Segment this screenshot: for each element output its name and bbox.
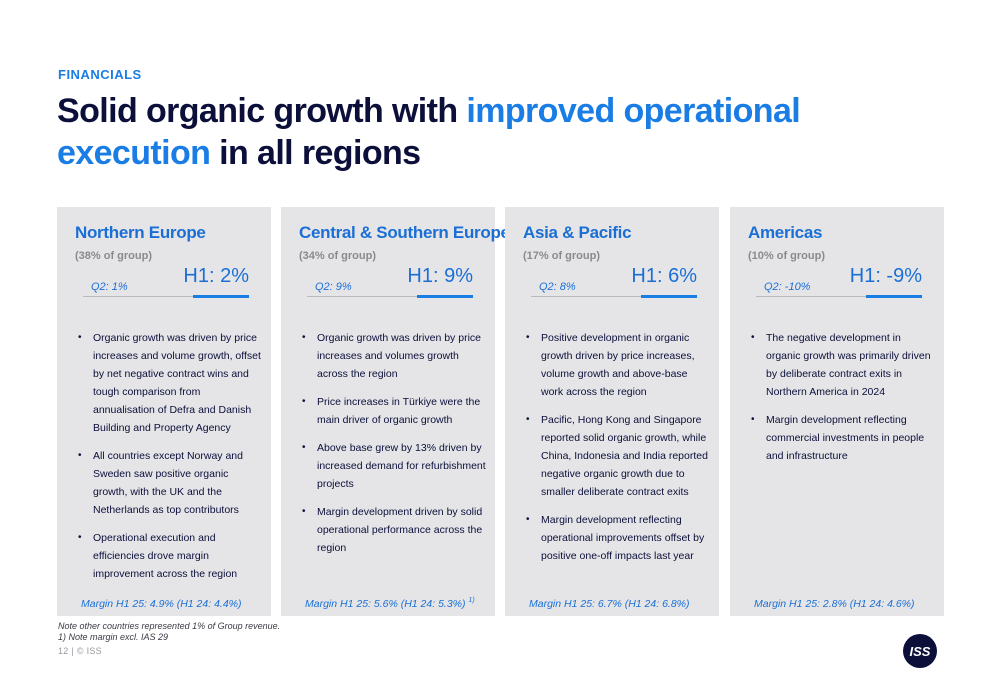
bullet-list: Positive development in organic growth d… (525, 329, 711, 575)
region-card-central-southern-europe: Central & Southern Europe (34% of group)… (281, 207, 510, 616)
bullet-item: The negative development in organic grow… (750, 329, 936, 401)
margin-text: Margin H1 25: 2.8% (H1 24: 4.6%) (754, 597, 915, 610)
group-share: (38% of group) (75, 250, 152, 262)
margin-value: Margin H1 25: 5.6% (H1 24: 5.3%) (305, 598, 466, 610)
bullet-item: Pacific, Hong Kong and Singapore reporte… (525, 411, 711, 501)
region-name: Northern Europe (75, 223, 206, 242)
title-part1: Solid organic growth with (57, 92, 467, 130)
region-name: Asia & Pacific (523, 223, 632, 242)
h1-accent-bar (641, 295, 697, 298)
h1-accent-bar (417, 295, 473, 298)
margin-value: Margin H1 25: 4.9% (H1 24: 4.4%) (81, 598, 242, 610)
bullet-item: Organic growth was driven by price incre… (301, 329, 487, 383)
h1-growth: H1: -9% (849, 265, 922, 287)
region-card-asia-pacific: Asia & Pacific (17% of group) Q2: 8% H1:… (505, 207, 719, 616)
q2-growth: Q2: -10% (764, 281, 811, 293)
h1-growth: H1: 9% (407, 265, 473, 287)
bullet-list: Organic growth was driven by price incre… (77, 329, 263, 593)
margin-text: Margin H1 25: 6.7% (H1 24: 6.8%) (529, 597, 690, 610)
margin-value: Margin H1 25: 6.7% (H1 24: 6.8%) (529, 598, 690, 610)
bullet-item: All countries except Norway and Sweden s… (77, 447, 263, 519)
region-card-americas: Americas (10% of group) Q2: -10% H1: -9%… (730, 207, 944, 616)
group-share: (10% of group) (748, 250, 825, 262)
q2-growth: Q2: 9% (315, 281, 352, 293)
h1-growth: H1: 6% (631, 265, 697, 287)
region-name: Central & Southern Europe (299, 223, 510, 242)
title-highlight: improved operational execution (57, 92, 801, 172)
divider (756, 296, 920, 297)
bullet-item: Positive development in organic growth d… (525, 329, 711, 401)
h1-growth: H1: 2% (183, 265, 249, 287)
divider (83, 296, 247, 297)
bullet-item: Margin development reflecting commercial… (750, 411, 936, 465)
divider (307, 296, 471, 297)
group-share: (34% of group) (299, 250, 376, 262)
q2-growth: Q2: 1% (91, 281, 128, 293)
bullet-item: Above base grew by 13% driven by increas… (301, 439, 487, 493)
title-part2: in all regions (210, 134, 421, 172)
margin-footnote: 1) (468, 597, 475, 604)
group-share: (17% of group) (523, 250, 600, 262)
h1-accent-bar (193, 295, 249, 298)
bullet-list: Organic growth was driven by price incre… (301, 329, 487, 567)
divider (531, 296, 695, 297)
section-label: FINANCIALS (58, 67, 142, 82)
footnote-ias29: 1) Note margin excl. IAS 29 (58, 632, 169, 642)
bullet-item: Organic growth was driven by price incre… (77, 329, 263, 437)
page-title: Solid organic growth with improved opera… (57, 90, 957, 174)
bullet-item: Price increases in Türkiye were the main… (301, 393, 487, 429)
h1-accent-bar (866, 295, 922, 298)
q2-growth: Q2: 8% (539, 281, 576, 293)
bullet-item: Margin development driven by solid opera… (301, 503, 487, 557)
region-name: Americas (748, 223, 823, 242)
margin-value: Margin H1 25: 2.8% (H1 24: 4.6%) (754, 598, 915, 610)
margin-text: Margin H1 25: 5.6% (H1 24: 5.3%) 1) (305, 597, 475, 610)
iss-logo-icon: ISS (903, 634, 937, 668)
region-card-northern-europe: Northern Europe (38% of group) Q2: 1% H1… (57, 207, 271, 616)
bullet-list: The negative development in organic grow… (750, 329, 936, 475)
page-footer: 12 | © ISS (58, 646, 102, 656)
footnote-other-countries: Note other countries represented 1% of G… (58, 621, 281, 631)
bullet-item: Margin development reflecting operationa… (525, 511, 711, 565)
logo-text: ISS (910, 644, 931, 659)
margin-text: Margin H1 25: 4.9% (H1 24: 4.4%) (81, 597, 242, 610)
bullet-item: Operational execution and efficiencies d… (77, 529, 263, 583)
